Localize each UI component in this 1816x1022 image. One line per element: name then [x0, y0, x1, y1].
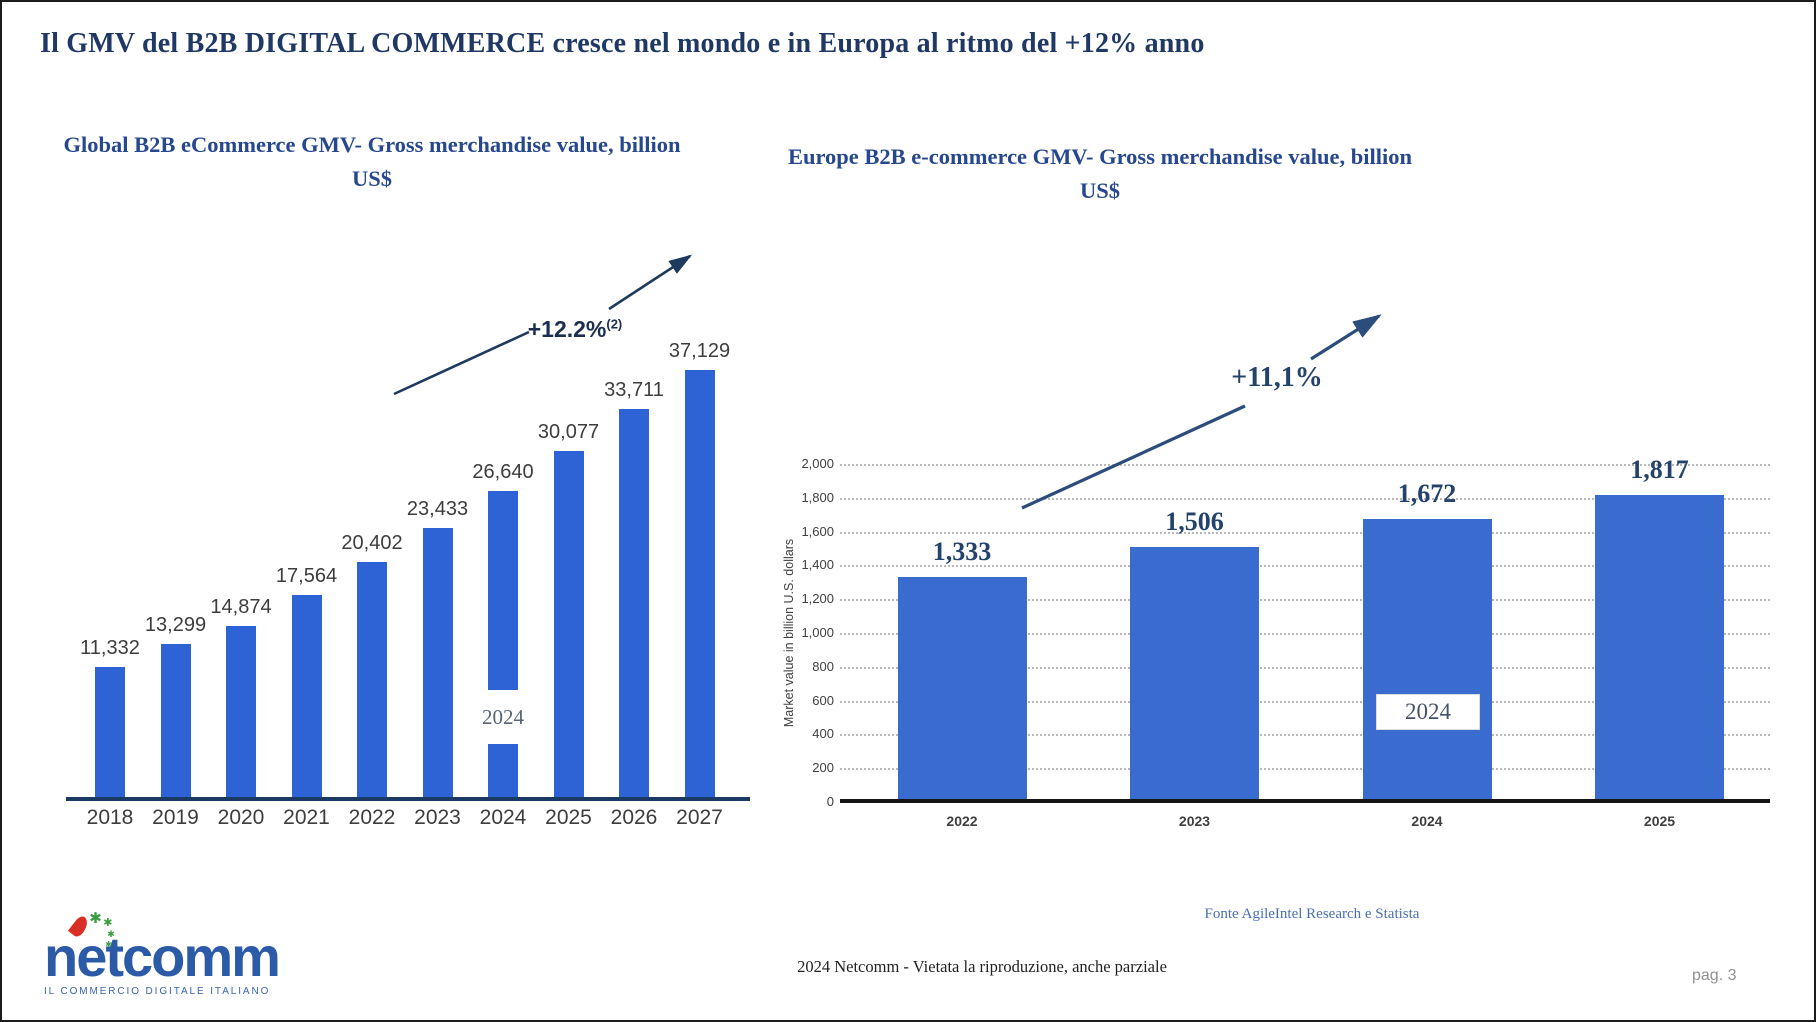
- gridline-1200: [840, 599, 1770, 601]
- bar-2020: [226, 626, 256, 797]
- wordmark-n: n: [44, 925, 78, 988]
- x-tick-label: 2024: [1411, 813, 1443, 829]
- bar-value-label: 37,129: [668, 340, 731, 362]
- y-tick-label: 800: [812, 659, 834, 674]
- copyright-note: 2024 Netcomm - Vietata la riproduzione, …: [797, 957, 1167, 976]
- gridline-1000: [840, 633, 1770, 635]
- bar-gap: [487, 690, 519, 744]
- x-tick-label: 2024: [479, 806, 527, 829]
- y-tick-label: 1,200: [801, 591, 834, 606]
- bar-2023: [1130, 547, 1259, 802]
- logo-star-icon: ✱: [105, 940, 112, 949]
- bar-2022: [897, 577, 1027, 802]
- bar-2027: [684, 370, 715, 797]
- x-tick-label: 2025: [1643, 813, 1676, 829]
- y-tick-label: 0: [826, 794, 834, 809]
- gridline-1600: [840, 532, 1770, 534]
- gridline-1800: [840, 498, 1770, 500]
- x-tick-label: 2023: [414, 806, 461, 829]
- x-tick-label: 2019: [152, 806, 199, 829]
- bar-2019: [160, 644, 191, 797]
- bar-2021: [291, 595, 322, 797]
- europe-growth-arrow: [1021, 314, 1382, 510]
- bar-value-label: 23,433: [406, 498, 469, 520]
- bar-value-label: 26,640: [472, 461, 534, 483]
- logo-star-icon: ✱: [107, 929, 115, 939]
- gridline-2000: [840, 464, 1770, 466]
- bar-2024: [488, 491, 518, 797]
- bar-2023: [422, 528, 453, 797]
- bar-value-label: 30,077: [537, 421, 600, 443]
- bar-value-label: 1,817: [1630, 455, 1689, 484]
- gridline-600: [840, 701, 1770, 703]
- x-tick-label: 2020: [217, 806, 265, 829]
- x-tick-label: 2018: [86, 806, 134, 829]
- page-number: pag. 3: [1692, 967, 1737, 984]
- source-note: Fonte AgileIntel Research e Statista: [1204, 906, 1420, 922]
- gridline-1400: [840, 565, 1770, 567]
- global-growth-value: +12.2%: [527, 316, 607, 342]
- bar-value-label: 33,711: [604, 379, 664, 401]
- europe-y-axis-label: Market value in billion U.S. dollars: [782, 538, 796, 728]
- y-tick-label: 600: [812, 693, 834, 708]
- bar-2018: [95, 667, 125, 797]
- bar-2025: [1595, 495, 1724, 802]
- page-title: Il GMV del B2B DIGITAL COMMERCE cresce n…: [40, 28, 1205, 59]
- y-tick-label: 200: [812, 760, 834, 775]
- y-tick-label: 1,800: [801, 490, 834, 505]
- y-tick-label: 1,400: [801, 557, 834, 572]
- global-x-axis-line: [66, 797, 750, 801]
- global-growth-footnote-ref: (2): [606, 316, 623, 332]
- bar-2024: [1362, 519, 1492, 802]
- netcomm-logo: n e ✱ ✱ ✱ ✱ tcomm IL COMMERCIO DIGITALE …: [44, 911, 304, 998]
- x-tick-label: 2022: [946, 813, 978, 829]
- y-tick-label: 400: [812, 726, 834, 741]
- bar-value-label: 13,299: [144, 614, 207, 636]
- bar-2022: [357, 562, 387, 797]
- bar-2025: [553, 451, 584, 797]
- bar-value-label: 14,874: [210, 596, 272, 618]
- global-growth-arrow: [393, 254, 693, 396]
- wordmark-tail: tcomm: [105, 925, 281, 988]
- gridline-800: [840, 667, 1770, 669]
- global-chart-title: Global B2B eCommerce GMV- Gross merchand…: [63, 132, 681, 191]
- global-growth-label: +12.2%(2): [500, 316, 650, 343]
- wordmark-e-decorated: e ✱ ✱ ✱ ✱: [68, 911, 115, 985]
- x-tick-label: 2023: [1178, 813, 1211, 829]
- x-tick-label: 2026: [610, 806, 658, 829]
- y-tick-label: 1,000: [801, 625, 834, 640]
- bar-value-label: 1,672: [1397, 479, 1457, 508]
- bar-value-label: 1,333: [932, 537, 992, 566]
- logo-tagline: IL COMMERCIO DIGITALE ITALIANO: [44, 986, 271, 998]
- embedded-year-label: 2024: [482, 704, 524, 729]
- logo-star-icon: ✱: [103, 917, 113, 929]
- x-tick-label: 2025: [545, 806, 592, 829]
- bar-2026: [619, 409, 649, 797]
- embedded-year-box: 2024: [1376, 694, 1480, 730]
- x-tick-label: 2021: [283, 806, 330, 829]
- bar-value-label: 20,402: [341, 532, 403, 554]
- netcomm-wordmark: n e ✱ ✱ ✱ ✱ tcomm: [44, 911, 304, 988]
- x-tick-label: 2027: [676, 806, 723, 829]
- bar-value-label: 11,332: [80, 637, 140, 659]
- gridline-200: [840, 768, 1770, 770]
- europe-x-axis-line: [840, 799, 1770, 803]
- wordmark-e: e: [76, 925, 107, 988]
- x-tick-label: 2022: [348, 806, 396, 829]
- y-tick-label: 1,600: [801, 524, 834, 539]
- gridline-400: [840, 734, 1770, 736]
- bar-value-label: 17,564: [275, 565, 338, 587]
- europe-chart-title: Europe B2B e-commerce GMV- Gross merchan…: [787, 144, 1413, 203]
- y-tick-label: 2,000: [801, 456, 834, 471]
- europe-growth-label: +11,1%: [1231, 362, 1323, 393]
- logo-star-icon: ✱: [89, 910, 102, 927]
- bar-value-label: 1,506: [1165, 507, 1224, 536]
